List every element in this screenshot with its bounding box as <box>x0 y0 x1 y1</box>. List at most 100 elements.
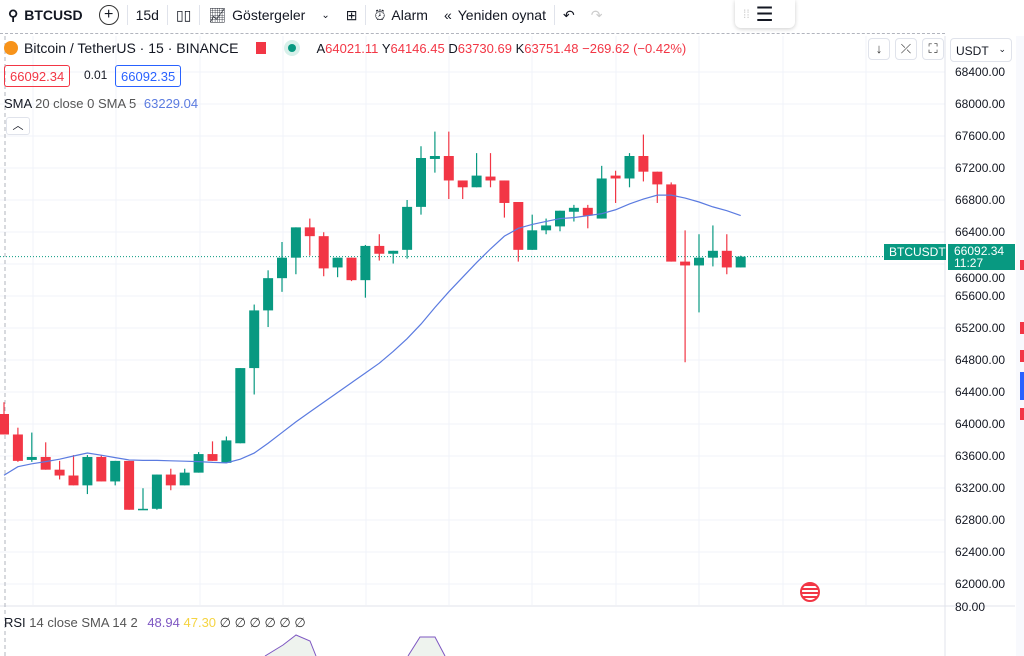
alarm-button[interactable]: ⏰︎ Alarm <box>374 6 428 24</box>
bitcoin-logo-icon <box>4 41 18 55</box>
settings-lines-icon: ☰ <box>755 3 774 26</box>
chart-legend: Bitcoin / TetherUS · 15 · BINANCE A64021… <box>4 40 686 56</box>
candle-body <box>416 158 426 207</box>
indicators-button[interactable]: 📈︎ Göstergeler ⌄ <box>208 6 330 24</box>
price-axis-label: 67200.00 <box>955 161 1006 175</box>
candle-body <box>110 460 121 482</box>
candle-body <box>527 230 538 250</box>
price-axis-label: 63600.00 <box>955 449 1006 463</box>
price-axis-label: 64400.00 <box>955 385 1006 399</box>
divider <box>199 5 201 25</box>
redo-button[interactable]: ↷ <box>583 0 611 30</box>
divider <box>166 5 168 25</box>
chevron-down-icon: ⌄ <box>321 9 330 21</box>
candle-body <box>638 156 649 172</box>
candle-body <box>12 434 23 461</box>
price-tag: 66092.34 11:27 <box>948 244 1015 270</box>
flag-icon[interactable] <box>256 42 267 54</box>
sell-price-button[interactable]: 66092.34 <box>4 65 71 87</box>
price-axis-label: 62800.00 <box>955 513 1006 527</box>
plus-circle-icon: + <box>98 5 119 25</box>
replay-button[interactable]: «Yeniden oynat <box>443 7 546 23</box>
fullscreen-button[interactable]: ⛶ <box>922 38 944 60</box>
divider <box>553 5 555 25</box>
currency-select[interactable]: USDT ⌄ <box>950 38 1012 62</box>
divider <box>0 33 945 34</box>
candle-body <box>40 456 51 470</box>
chevron-down-icon: ⌄ <box>998 44 1006 54</box>
candle-body <box>249 310 260 369</box>
candle-body <box>346 257 357 281</box>
candle-body <box>179 472 190 486</box>
price-axis-label: 68400.00 <box>955 65 1006 79</box>
price-axis-label: 62400.00 <box>955 545 1006 559</box>
candle-body <box>165 474 176 486</box>
collapse-button[interactable]: ⤫ <box>895 38 917 60</box>
indicators-icon: 📈︎ <box>208 6 227 23</box>
candle-body <box>82 456 93 486</box>
candle-body <box>360 245 371 281</box>
candle-body <box>96 456 107 482</box>
chart-type-button[interactable]: ▯▯ <box>168 0 199 30</box>
candle-body <box>499 180 510 203</box>
candles-icon: ▯▯ <box>175 6 192 23</box>
sma-line <box>3 194 741 476</box>
candle-body <box>457 180 468 188</box>
layouts-button[interactable]: ⊞ <box>338 0 366 30</box>
candle-body <box>694 257 704 266</box>
price-axis-label: 64000.00 <box>955 417 1006 431</box>
buy-price-button[interactable]: 66092.35 <box>115 65 182 87</box>
compare-button[interactable]: + <box>91 0 127 30</box>
collapse-legend-button[interactable]: ︿ <box>6 117 30 135</box>
candle-body <box>151 474 162 509</box>
candle-body <box>471 175 482 188</box>
sma-legend[interactable]: SMA 20 close 0 SMA 5 63229.04 <box>4 96 199 111</box>
undo-button[interactable]: ↶ <box>555 0 583 30</box>
price-axis-label: 65200.00 <box>955 321 1006 335</box>
undo-icon: ↶ <box>562 6 575 23</box>
candle-body <box>235 368 246 444</box>
scroll-to-latest-button[interactable]: ↓ <box>868 38 890 60</box>
candle-body <box>54 469 65 476</box>
candle-body <box>332 257 343 268</box>
fullscreen-icon: ⛶ <box>928 41 938 56</box>
rsi-legend[interactable]: RSI 14 close SMA 14 2 48.94 47.30 ∅ ∅ ∅ … <box>4 615 306 630</box>
candle-body <box>402 206 413 250</box>
candle-body <box>735 256 746 268</box>
candle-body <box>582 207 593 216</box>
side-marker <box>1020 260 1024 270</box>
candle-body <box>263 278 274 311</box>
candle-body <box>138 508 148 511</box>
grid-icon: ⊞ <box>345 6 358 23</box>
price-axis-label: 66800.00 <box>955 193 1006 207</box>
price-axis-label: 66000.00 <box>955 271 1006 285</box>
symbol-search-button[interactable]: ⚲ BTCUSD <box>8 6 83 24</box>
divider <box>126 5 128 25</box>
rsi-line <box>264 634 317 656</box>
candle-body <box>0 414 9 435</box>
us-flag-icon[interactable] <box>800 582 820 602</box>
candle-body <box>304 227 315 237</box>
candle-body <box>374 245 385 254</box>
candle-body <box>666 184 677 262</box>
candle-body <box>513 202 524 250</box>
symbol-title[interactable]: Bitcoin / TetherUS · 15 · BINANCE <box>24 40 239 56</box>
candle-body <box>68 475 79 486</box>
menu-button[interactable]: ⁞⁞ ☰ <box>735 0 795 28</box>
drag-handle-icon: ⁞⁞ <box>743 7 750 21</box>
top-toolbar: ⚲ BTCUSD + 15d ▯▯ 📈︎ Göstergeler ⌄ ⊞ ⏰︎ Alar… <box>0 0 1024 30</box>
divider <box>365 5 367 25</box>
side-marker <box>1020 350 1024 362</box>
candle-body <box>207 454 218 461</box>
side-marker <box>1020 322 1024 334</box>
rsi-area <box>265 635 316 656</box>
redo-icon: ↷ <box>590 6 603 23</box>
price-axis-label: 68000.00 <box>955 97 1006 111</box>
interval-button[interactable]: 15d <box>135 7 159 23</box>
candle-body <box>596 178 607 219</box>
candle-body <box>443 156 454 181</box>
rewind-icon: « <box>443 7 452 23</box>
candle-body <box>610 175 621 179</box>
arrow-down-icon: ↓ <box>875 41 883 56</box>
